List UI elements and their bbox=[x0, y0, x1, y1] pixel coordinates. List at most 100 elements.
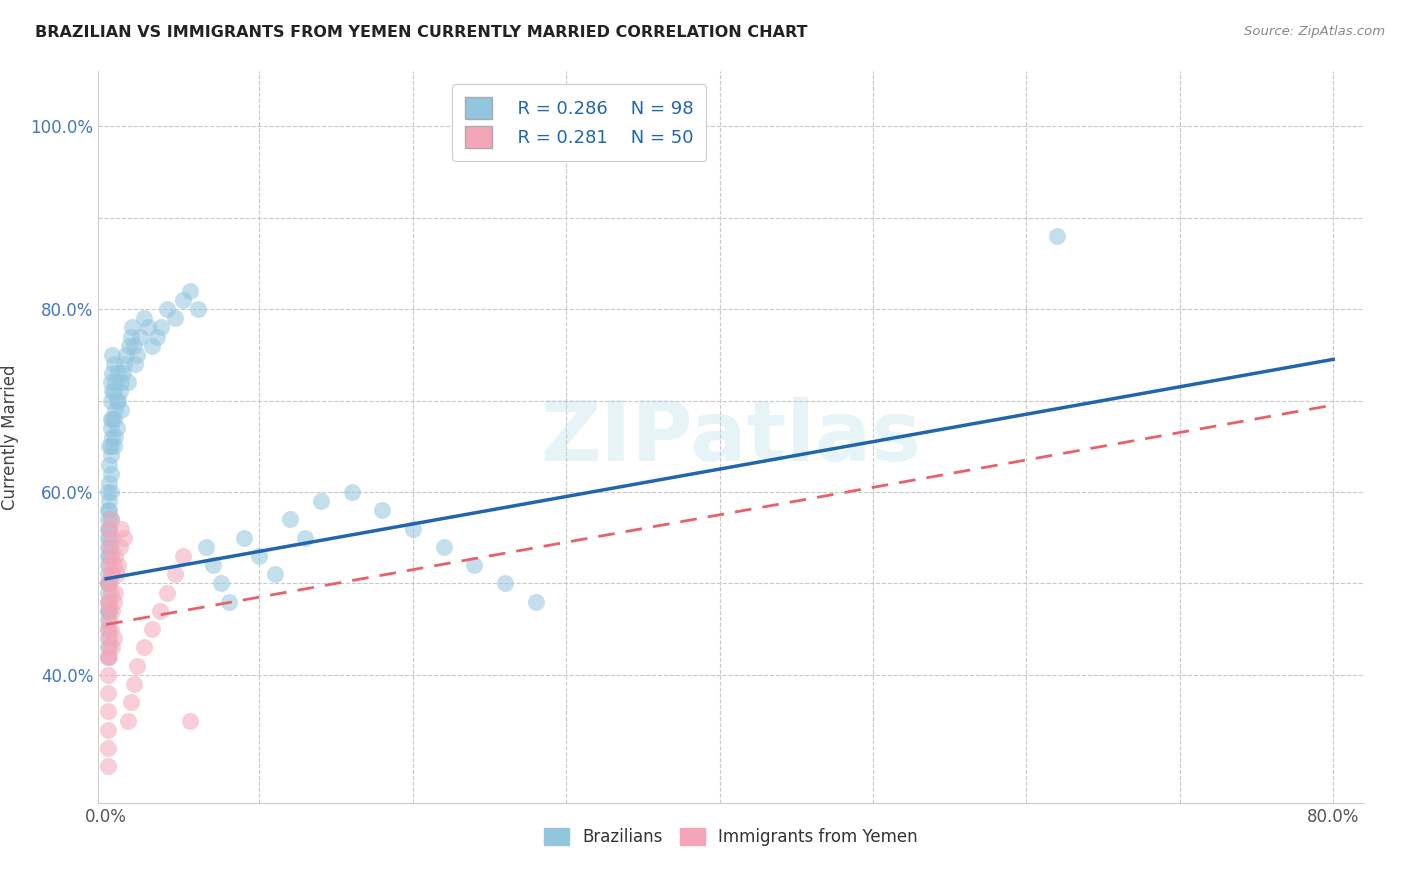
Point bbox=[98, 540, 121, 554]
Point bbox=[100, 467, 122, 481]
Point bbox=[114, 531, 136, 545]
Point bbox=[97, 567, 120, 582]
Point bbox=[97, 521, 120, 535]
Point bbox=[103, 384, 125, 399]
Point bbox=[97, 576, 120, 591]
Point bbox=[98, 439, 121, 453]
Point bbox=[194, 540, 217, 554]
Point bbox=[101, 412, 124, 426]
Point bbox=[165, 567, 187, 582]
Point bbox=[134, 311, 156, 326]
Point bbox=[104, 585, 127, 599]
Point bbox=[134, 640, 156, 655]
Legend: Brazilians, Immigrants from Yemen: Brazilians, Immigrants from Yemen bbox=[537, 822, 925, 853]
Point bbox=[97, 576, 120, 591]
Point bbox=[172, 293, 194, 307]
Point bbox=[524, 594, 547, 608]
Point bbox=[100, 567, 122, 582]
Point bbox=[97, 594, 120, 608]
Point bbox=[117, 714, 139, 728]
Point bbox=[141, 622, 163, 636]
Point bbox=[115, 348, 138, 362]
Point bbox=[100, 585, 122, 599]
Point bbox=[98, 475, 121, 490]
Point bbox=[128, 329, 150, 343]
Point bbox=[103, 632, 125, 646]
Point bbox=[101, 567, 124, 582]
Point bbox=[179, 284, 201, 298]
Point bbox=[107, 366, 129, 380]
Point bbox=[218, 594, 240, 608]
Point bbox=[101, 640, 124, 655]
Point bbox=[165, 311, 187, 326]
Point bbox=[122, 677, 145, 691]
Point bbox=[97, 485, 120, 500]
Point bbox=[101, 430, 124, 444]
Point bbox=[100, 512, 122, 526]
Point bbox=[97, 604, 120, 618]
Point bbox=[101, 604, 124, 618]
Point bbox=[179, 714, 201, 728]
Point bbox=[104, 402, 127, 417]
Point bbox=[97, 594, 120, 608]
Point bbox=[97, 622, 120, 636]
Point bbox=[101, 531, 124, 545]
Point bbox=[97, 558, 120, 573]
Y-axis label: Currently Married: Currently Married bbox=[1, 364, 20, 510]
Point bbox=[100, 540, 122, 554]
Point bbox=[108, 540, 131, 554]
Point bbox=[340, 485, 363, 500]
Point bbox=[98, 604, 121, 618]
Point bbox=[402, 521, 425, 535]
Point bbox=[98, 649, 121, 664]
Point bbox=[202, 558, 225, 573]
Point bbox=[100, 421, 122, 435]
Point bbox=[118, 338, 141, 352]
Point bbox=[97, 540, 120, 554]
Point bbox=[101, 348, 124, 362]
Point bbox=[107, 393, 129, 408]
Point bbox=[97, 632, 120, 646]
Point bbox=[97, 649, 120, 664]
Point bbox=[97, 512, 120, 526]
Point bbox=[120, 329, 142, 343]
Point bbox=[463, 558, 485, 573]
Point bbox=[97, 585, 120, 599]
Point bbox=[121, 320, 143, 334]
Text: Source: ZipAtlas.com: Source: ZipAtlas.com bbox=[1244, 25, 1385, 38]
Point bbox=[98, 521, 121, 535]
Point bbox=[103, 594, 125, 608]
Point bbox=[98, 503, 121, 517]
Point bbox=[100, 448, 122, 462]
Point bbox=[97, 705, 120, 719]
Point bbox=[1046, 228, 1069, 243]
Point bbox=[156, 585, 179, 599]
Point bbox=[110, 402, 132, 417]
Point bbox=[108, 384, 131, 399]
Point bbox=[125, 348, 148, 362]
Point bbox=[98, 613, 121, 627]
Point bbox=[105, 393, 128, 408]
Point bbox=[98, 549, 121, 563]
Point bbox=[98, 632, 121, 646]
Text: ZIPatlas: ZIPatlas bbox=[541, 397, 921, 477]
Point bbox=[98, 594, 121, 608]
Point bbox=[101, 366, 124, 380]
Point bbox=[122, 338, 145, 352]
Point bbox=[103, 357, 125, 371]
Point bbox=[432, 540, 454, 554]
Point bbox=[100, 622, 122, 636]
Point bbox=[98, 531, 121, 545]
Point bbox=[156, 301, 179, 317]
Point bbox=[97, 667, 120, 681]
Point bbox=[97, 686, 120, 700]
Point bbox=[97, 622, 120, 636]
Point bbox=[309, 494, 332, 508]
Point bbox=[110, 521, 132, 535]
Point bbox=[136, 320, 159, 334]
Point bbox=[110, 375, 132, 389]
Text: BRAZILIAN VS IMMIGRANTS FROM YEMEN CURRENTLY MARRIED CORRELATION CHART: BRAZILIAN VS IMMIGRANTS FROM YEMEN CURRE… bbox=[35, 25, 807, 40]
Point bbox=[98, 576, 121, 591]
Point bbox=[97, 759, 120, 773]
Point bbox=[104, 549, 127, 563]
